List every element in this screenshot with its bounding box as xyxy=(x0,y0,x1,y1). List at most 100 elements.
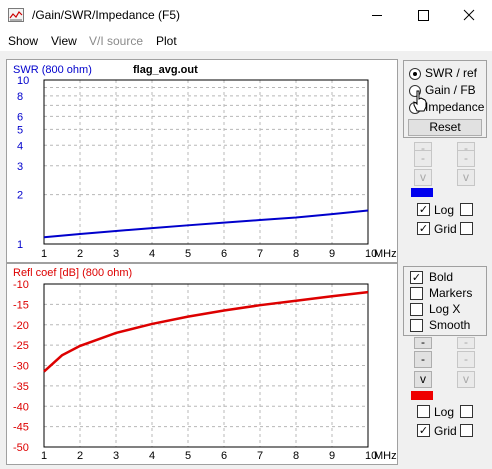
bot-right-minus-button[interactable]: - xyxy=(457,351,475,368)
menu-plot[interactable]: Plot xyxy=(156,34,177,48)
cursor-hand-icon xyxy=(413,90,427,112)
swr-x-unit: MHz xyxy=(374,248,397,260)
refl-x-tick-label: 5 xyxy=(185,450,191,462)
markers-checkbox[interactable] xyxy=(410,287,423,300)
swr-y-tick-label: 4 xyxy=(17,140,23,152)
refl-x-tick-label: 8 xyxy=(293,450,299,462)
top-log-label: Log xyxy=(434,203,455,217)
plot-mode-group: SWR / ref Gain / FB Impedance Reset xyxy=(403,60,487,138)
swr-grid xyxy=(44,80,368,244)
bot-right-up-button[interactable]: - xyxy=(457,336,475,349)
swr-series-line xyxy=(43,209,369,239)
refl-y-tick-label: -40 xyxy=(13,401,29,413)
swr-x-tick-label: 10 xyxy=(365,248,377,260)
swr-y-tick-label: 10 xyxy=(17,75,29,87)
minimize-icon xyxy=(372,15,382,16)
radio-gain[interactable]: Gain / FB xyxy=(409,83,489,99)
top-right-down-button[interactable]: v xyxy=(457,169,475,186)
refl-y-tick-label: -30 xyxy=(13,361,29,373)
reset-button[interactable]: Reset xyxy=(408,119,482,136)
swr-y-ticks: 10 8 65 4 3 2 1 xyxy=(17,75,29,251)
swr-x-tick-label: 1 xyxy=(41,248,47,260)
radio-swr-label: SWR / ref xyxy=(425,66,478,80)
bot-left-minus-button[interactable]: - xyxy=(414,351,432,368)
top-log-checkbox[interactable]: ✓ xyxy=(417,203,430,216)
title-bar: /Gain/SWR/Impedance (F5) xyxy=(0,0,492,31)
refl-y-ticks: -10 -15 -20 -25 -30 -35 -40 -45 -50 xyxy=(13,279,29,454)
bot-log-checkbox[interactable] xyxy=(417,405,430,418)
close-button[interactable] xyxy=(446,0,492,31)
menu-bar: Show View V/I source Plot xyxy=(0,31,492,51)
smooth-label: Smooth xyxy=(429,318,471,332)
maximize-button[interactable] xyxy=(400,0,446,31)
swr-y-tick-label: 1 xyxy=(17,239,23,251)
refl-x-tick-label: 2 xyxy=(77,450,83,462)
radio-swr[interactable]: SWR / ref xyxy=(409,66,489,82)
logx-checkbox[interactable] xyxy=(410,303,423,316)
menu-view[interactable]: View xyxy=(51,34,77,48)
markers-label: Markers xyxy=(429,286,473,300)
swr-y-tick-label: 3 xyxy=(17,161,23,173)
bot-left-up-button[interactable]: - xyxy=(414,336,432,349)
refl-grid xyxy=(44,284,368,447)
swr-file-label: flag_avg.out xyxy=(133,64,198,76)
refl-series-line xyxy=(43,290,369,373)
radio-impedance-label: Impedance xyxy=(425,100,485,114)
menu-vi-source[interactable]: V/I source xyxy=(89,34,144,48)
menu-show[interactable]: Show xyxy=(8,34,39,48)
swr-x-tick-label: 5 xyxy=(185,248,191,260)
swr-x-tick-label: 4 xyxy=(149,248,155,260)
minimize-button[interactable] xyxy=(354,0,400,31)
swr-x-ticks: 1 2 3 4 5 6 7 8 9 10 xyxy=(41,248,377,260)
refl-y-tick-label: -50 xyxy=(13,442,29,454)
top-right-minus-button[interactable]: - xyxy=(457,150,475,167)
refl-ylabel: Refl coef [dB] (800 ohm) xyxy=(13,267,132,279)
app-icon xyxy=(8,8,24,22)
top-grid-right-checkbox[interactable] xyxy=(460,222,473,235)
top-log-right-checkbox[interactable] xyxy=(460,203,473,216)
top-left-minus-button[interactable]: - xyxy=(414,150,432,167)
bold-checkbox[interactable]: ✓ xyxy=(410,271,423,284)
radio-swr-circle xyxy=(409,68,421,80)
bot-grid-label: Grid xyxy=(434,424,457,438)
swr-color-swatch[interactable] xyxy=(411,188,433,197)
logx-label: Log X xyxy=(429,302,461,316)
refl-y-tick-label: -35 xyxy=(13,381,29,393)
refl-x-tick-label: 10 xyxy=(365,450,377,462)
swr-ylabel: SWR (800 ohm) xyxy=(13,64,92,76)
refl-y-tick-label: -10 xyxy=(13,279,29,291)
swr-plot-area xyxy=(43,79,369,245)
refl-color-swatch[interactable] xyxy=(411,391,433,400)
window-title: /Gain/SWR/Impedance (F5) xyxy=(32,8,181,22)
swr-y-tick-label: 2 xyxy=(17,190,23,202)
bot-log-right-checkbox[interactable] xyxy=(460,405,473,418)
refl-x-tick-label: 7 xyxy=(257,450,263,462)
radio-gain-label: Gain / FB xyxy=(425,83,476,97)
swr-y-tick-label: 8 xyxy=(17,91,23,103)
close-icon xyxy=(463,9,475,21)
refl-x-tick-label: 4 xyxy=(149,450,155,462)
swr-x-tick-label: 7 xyxy=(257,248,263,260)
refl-x-unit: MHz xyxy=(374,450,397,462)
top-grid-checkbox[interactable]: ✓ xyxy=(417,222,430,235)
refl-graph-frame: Refl coef [dB] (800 ohm) -10 -15 -20 -25 -30… xyxy=(6,263,398,465)
bot-grid-right-checkbox[interactable] xyxy=(460,424,473,437)
smooth-checkbox[interactable] xyxy=(410,319,423,332)
swr-x-tick-label: 3 xyxy=(113,248,119,260)
refl-x-tick-label: 9 xyxy=(329,450,335,462)
refl-x-ticks: 1 2 3 4 5 6 7 8 9 10 xyxy=(41,450,377,462)
refl-y-tick-label: -20 xyxy=(13,320,29,332)
refl-y-tick-label: -45 xyxy=(13,422,29,434)
refl-x-tick-label: 6 xyxy=(221,450,227,462)
refl-chart: Refl coef [dB] (800 ohm) -10 -15 -20 -25 -30… xyxy=(13,267,397,462)
top-left-down-button[interactable]: v xyxy=(414,169,432,186)
bot-grid-checkbox[interactable]: ✓ xyxy=(417,424,430,437)
swr-x-tick-label: 2 xyxy=(77,248,83,260)
swr-x-tick-label: 9 xyxy=(329,248,335,260)
swr-x-tick-label: 8 xyxy=(293,248,299,260)
bot-left-down-button[interactable]: v xyxy=(414,371,432,388)
refl-plot-area xyxy=(43,283,369,448)
bot-right-down-button[interactable]: v xyxy=(457,371,475,388)
